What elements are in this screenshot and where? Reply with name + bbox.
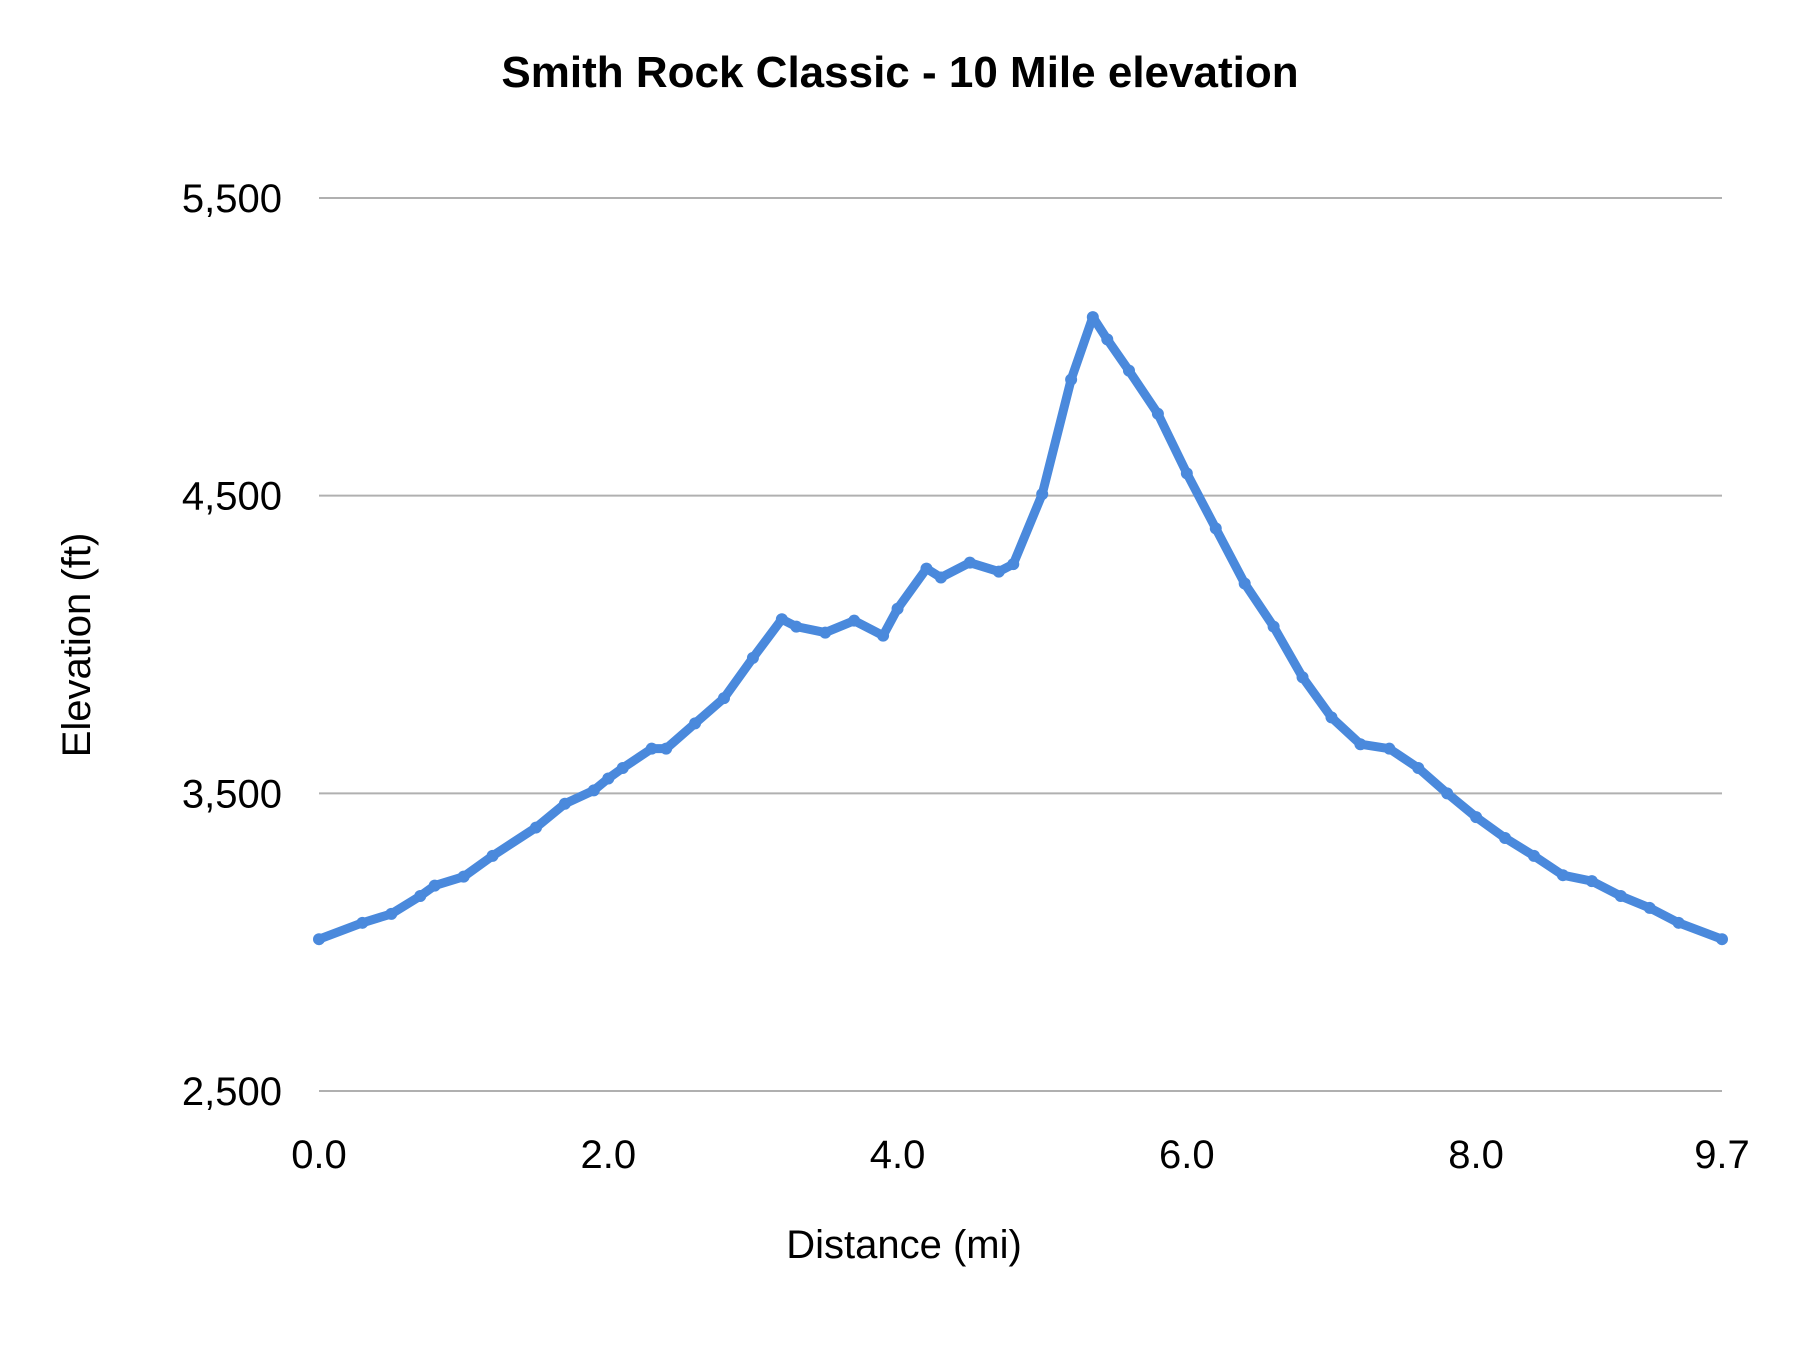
data-point [775, 613, 788, 626]
data-point [934, 571, 947, 584]
data-point [920, 562, 933, 575]
series-line [314, 312, 1727, 944]
data-point [992, 565, 1005, 578]
data-point [1101, 333, 1114, 346]
data-point [1180, 467, 1193, 480]
data-point [1209, 522, 1222, 535]
x-tick-label: 4.0 [870, 1133, 926, 1177]
data-point [790, 620, 803, 633]
data-point [1065, 373, 1078, 386]
x-tick-label: 6.0 [1159, 1133, 1215, 1177]
data-point [1086, 311, 1099, 324]
x-axis-label: Distance (mi) [786, 1223, 1022, 1267]
data-point [385, 907, 398, 920]
data-point [645, 742, 658, 755]
data-point [558, 797, 571, 810]
data-point [1238, 577, 1251, 590]
x-tick-label: 2.0 [580, 1133, 636, 1177]
data-point [1672, 916, 1685, 929]
data-point [1441, 787, 1454, 800]
data-point [1354, 738, 1367, 751]
x-tick-label: 8.0 [1448, 1133, 1504, 1177]
data-point [1470, 811, 1483, 824]
data-point [414, 890, 427, 903]
data-point [428, 879, 441, 892]
data-point [1556, 869, 1569, 882]
data-point [1151, 407, 1164, 420]
y-tick-label: 4,500 [182, 475, 282, 519]
data-point [891, 602, 904, 615]
data-point [1499, 831, 1512, 844]
data-point [1585, 875, 1598, 888]
data-point [660, 742, 673, 755]
data-point [1296, 671, 1309, 684]
data-point [1643, 901, 1656, 914]
data-point [963, 556, 976, 569]
data-point [746, 651, 759, 664]
data-point [717, 692, 730, 705]
data-point [1716, 933, 1728, 946]
y-axis-label: Elevation (ft) [55, 533, 99, 758]
data-point [313, 933, 325, 946]
gridlines [319, 197, 1722, 1092]
data-point [1383, 742, 1396, 755]
data-point [877, 629, 890, 642]
data-point [587, 784, 600, 797]
data-point [1007, 558, 1020, 571]
data-point [1614, 890, 1627, 903]
data-point [1412, 762, 1425, 775]
x-tick-label: 9.7 [1694, 1133, 1750, 1177]
y-tick-label: 2,500 [182, 1070, 282, 1114]
y-tick-label: 5,500 [182, 177, 282, 221]
data-point [1527, 849, 1540, 862]
data-point [689, 717, 702, 730]
data-point [1267, 620, 1280, 633]
data-point [486, 849, 499, 862]
elevation-series [313, 311, 1728, 946]
data-point [356, 916, 369, 929]
data-point [529, 821, 542, 834]
y-tick-label: 3,500 [182, 772, 282, 816]
data-point [1325, 711, 1338, 724]
data-point [848, 614, 861, 627]
y-tick-labels: 2,500 3,500 4,500 5,500 [182, 177, 282, 1114]
data-point [616, 762, 629, 775]
chart-title: Smith Rock Classic - 10 Mile elevation [501, 48, 1299, 97]
x-tick-label: 0.0 [291, 1133, 347, 1177]
data-point [819, 626, 832, 639]
data-point [1122, 364, 1135, 377]
data-point [602, 772, 615, 785]
data-point [1036, 488, 1049, 501]
data-point [457, 870, 470, 883]
x-tick-labels: 0.0 2.0 4.0 6.0 8.0 9.7 [291, 1133, 1750, 1177]
